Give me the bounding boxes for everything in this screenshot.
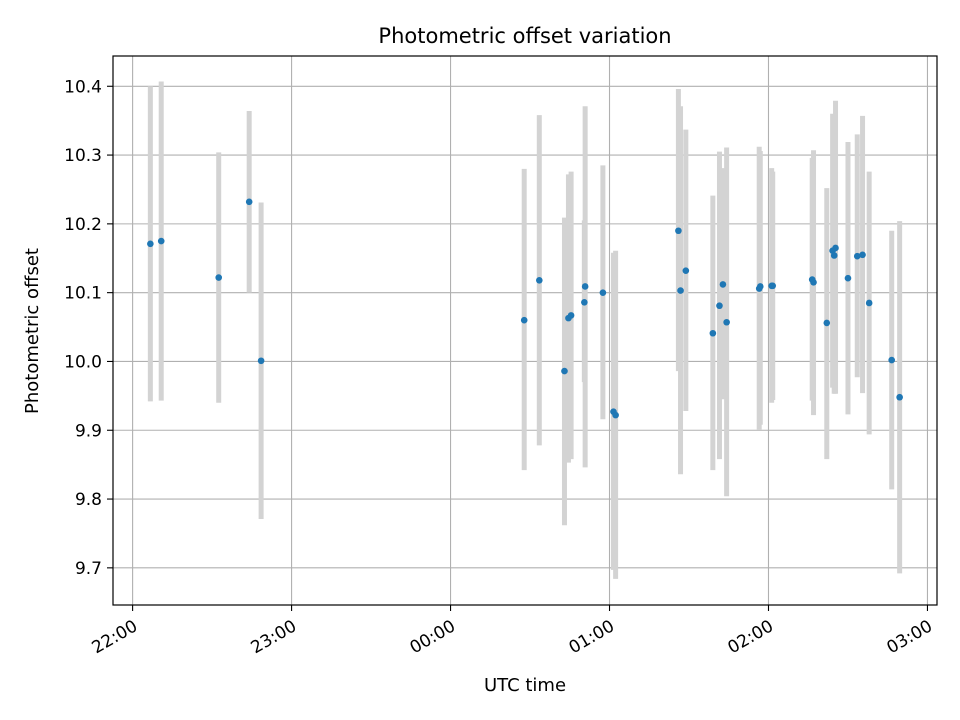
y-tick-label: 10.3 bbox=[64, 146, 102, 166]
x-axis-label: UTC time bbox=[484, 675, 566, 696]
data-point bbox=[853, 252, 861, 260]
data-point bbox=[719, 281, 727, 288]
y-tick-label: 9.7 bbox=[75, 559, 102, 579]
y-tick-label: 10.1 bbox=[64, 284, 102, 304]
data-point bbox=[257, 357, 265, 365]
data-point bbox=[832, 244, 839, 252]
data-point bbox=[682, 267, 690, 274]
data-point bbox=[599, 289, 607, 296]
data-point bbox=[844, 274, 852, 282]
chart-title: Photometric offset variation bbox=[378, 24, 671, 48]
data-point bbox=[677, 287, 684, 294]
data-point bbox=[888, 356, 895, 364]
data-points bbox=[147, 198, 903, 419]
data-point bbox=[823, 319, 831, 327]
data-point bbox=[561, 367, 568, 375]
y-tick-label: 9.8 bbox=[75, 490, 102, 510]
y-tick-label: 10.4 bbox=[64, 77, 102, 97]
data-point bbox=[157, 237, 165, 245]
y-tick-label: 10.2 bbox=[64, 215, 102, 235]
y-axis-label: Photometric offset bbox=[22, 248, 43, 414]
plot-frame bbox=[112, 55, 938, 606]
data-point bbox=[859, 251, 866, 259]
data-point bbox=[865, 299, 873, 307]
data-point bbox=[567, 312, 575, 319]
y-tick-label: 10.0 bbox=[64, 352, 102, 372]
data-point bbox=[536, 276, 543, 284]
data-point bbox=[581, 298, 588, 306]
data-point bbox=[581, 283, 589, 290]
data-point bbox=[675, 227, 682, 235]
data-point bbox=[612, 411, 619, 419]
data-point bbox=[215, 274, 223, 281]
y-axis-ticks: 9.7 9.8 9.9 10.0 10.1 10.2 10.3 10.4 bbox=[64, 77, 113, 579]
data-point bbox=[245, 198, 253, 206]
data-point bbox=[769, 282, 777, 290]
data-point bbox=[896, 393, 903, 401]
data-point bbox=[723, 318, 730, 326]
data-point bbox=[716, 302, 723, 310]
data-point bbox=[709, 329, 717, 337]
y-tick-label: 9.9 bbox=[75, 421, 102, 441]
data-point bbox=[810, 279, 817, 286]
data-point bbox=[830, 252, 838, 259]
data-point bbox=[147, 240, 154, 248]
data-point bbox=[520, 316, 528, 324]
data-point bbox=[756, 283, 764, 290]
